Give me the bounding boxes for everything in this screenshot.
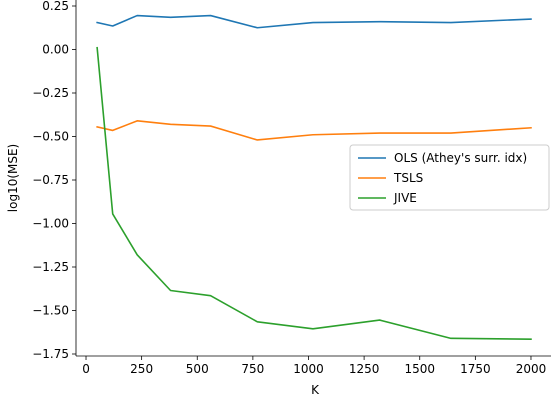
ticks-layer: 0 250 500 750 1000 1250 1500 1750 2000 0.25 0.00 −0… xyxy=(32,0,546,376)
y-tick-label: −1.75 xyxy=(32,347,69,361)
y-tick-label: 0.25 xyxy=(42,0,69,13)
x-tick-label: 1500 xyxy=(404,362,435,376)
y-tick-label: −1.25 xyxy=(32,260,69,274)
x-tick-label: 250 xyxy=(130,362,153,376)
y-axis-label: log10(MSE) xyxy=(6,144,20,212)
x-tick-label: 0 xyxy=(82,362,90,376)
y-tick-label: −1.50 xyxy=(32,304,69,318)
series-line-1 xyxy=(96,120,532,141)
y-tick-label: −0.25 xyxy=(32,86,69,100)
legend: OLS (Athey's surr. idx) TSLS JIVE xyxy=(349,144,550,211)
y-tick-label: 0.00 xyxy=(42,43,69,57)
x-tick-label: 1750 xyxy=(460,362,491,376)
x-tick-label: 1000 xyxy=(293,362,324,376)
legend-box xyxy=(349,144,550,211)
x-axis-label: K xyxy=(311,383,320,397)
series-line-0 xyxy=(96,14,532,29)
axes-layer xyxy=(75,0,551,357)
y-tick-label: −0.50 xyxy=(32,130,69,144)
x-tick-label: 1250 xyxy=(349,362,380,376)
series-line-2 xyxy=(96,46,532,341)
x-tick-label: 500 xyxy=(186,362,209,376)
x-tick-label: 750 xyxy=(241,362,264,376)
y-tick-label: −0.75 xyxy=(32,173,69,187)
legend-label-2: JIVE xyxy=(393,191,417,205)
legend-label-1: TSLS xyxy=(393,171,423,185)
series-layer xyxy=(96,14,532,341)
x-tick-label: 2000 xyxy=(516,362,547,376)
legend-label-0: OLS (Athey's surr. idx) xyxy=(394,151,527,165)
y-tick-label: −1.00 xyxy=(32,217,69,231)
